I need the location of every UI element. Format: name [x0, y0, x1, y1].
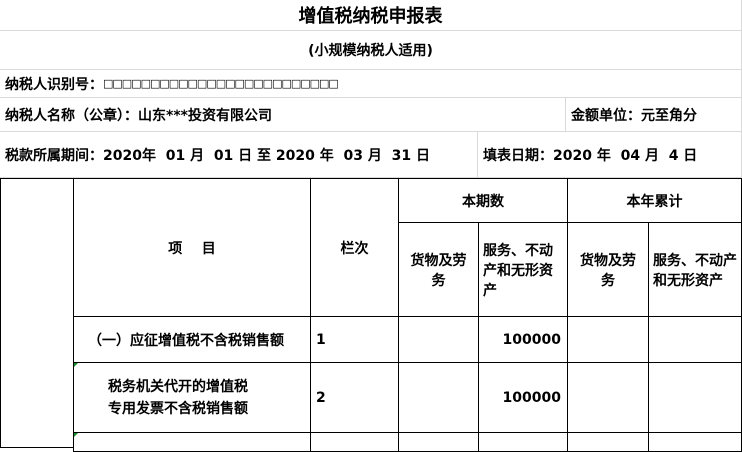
row-2-services-current[interactable]: 100000 — [478, 362, 568, 433]
header-services-current: 服务、不动产和无形资产 — [478, 222, 568, 317]
row-3-item[interactable] — [73, 432, 311, 452]
row-1-services-current[interactable]: 100000 — [478, 316, 568, 363]
header-line: 栏次 — [310, 178, 399, 317]
row-1-goods-year[interactable] — [567, 316, 649, 363]
taxpayer-name: 纳税人名称（公章）：山东***投资有限公司 — [0, 98, 566, 132]
header-current-period: 本期数 — [398, 178, 568, 223]
left-blank-column — [0, 178, 74, 448]
row-1-item[interactable]: （一）应征增值税不含税销售额 — [73, 316, 311, 363]
row-2-services-year[interactable] — [648, 362, 742, 433]
row-1-goods-current[interactable] — [398, 316, 479, 363]
row-2-line[interactable]: 2 — [310, 362, 399, 433]
row-3-services-year[interactable] — [648, 432, 742, 452]
row-3-goods-year[interactable] — [567, 432, 649, 452]
header-item: 项 目 — [73, 178, 311, 317]
comment-marker-icon — [74, 433, 78, 437]
amount-unit: 金额单位：元至角分 — [566, 98, 742, 132]
tax-period: 税款所属期间：2020年 01 月 01 日 至 2020 年 03 月 31 … — [0, 132, 478, 178]
row-3-goods-current[interactable] — [398, 432, 479, 452]
row-1-services-year[interactable] — [648, 316, 742, 363]
header-services-year: 服务、不动产和无形资产 — [648, 222, 742, 317]
row-2-item[interactable]: 税务机关代开的增值税 专用发票不含税销售额 — [73, 362, 311, 433]
header-goods-current: 货物及劳务 — [398, 222, 479, 317]
fill-date: 填表日期：2020 年 04 月 4 日 — [478, 132, 742, 178]
header-year-total: 本年累计 — [567, 178, 742, 223]
row-1-line[interactable]: 1 — [310, 316, 399, 363]
comment-marker-icon — [74, 363, 78, 367]
taxpayer-id-value: □□□□□□□□□□□□□□□□□□□□□□□□□ — [103, 77, 339, 90]
form-title: 增值税纳税申报表 — [0, 0, 742, 31]
row-3-services-current[interactable] — [478, 432, 568, 452]
row-2-goods-year[interactable] — [567, 362, 649, 433]
row-2-goods-current[interactable] — [398, 362, 479, 433]
header-goods-year: 货物及劳务 — [567, 222, 649, 317]
row-3-line[interactable] — [310, 432, 399, 452]
taxpayer-id-row: 纳税人识别号： □□□□□□□□□□□□□□□□□□□□□□□□□ — [0, 70, 742, 98]
form-subtitle: (小规模纳税人适用) — [0, 31, 742, 70]
taxpayer-id-label: 纳税人识别号： — [5, 76, 103, 93]
